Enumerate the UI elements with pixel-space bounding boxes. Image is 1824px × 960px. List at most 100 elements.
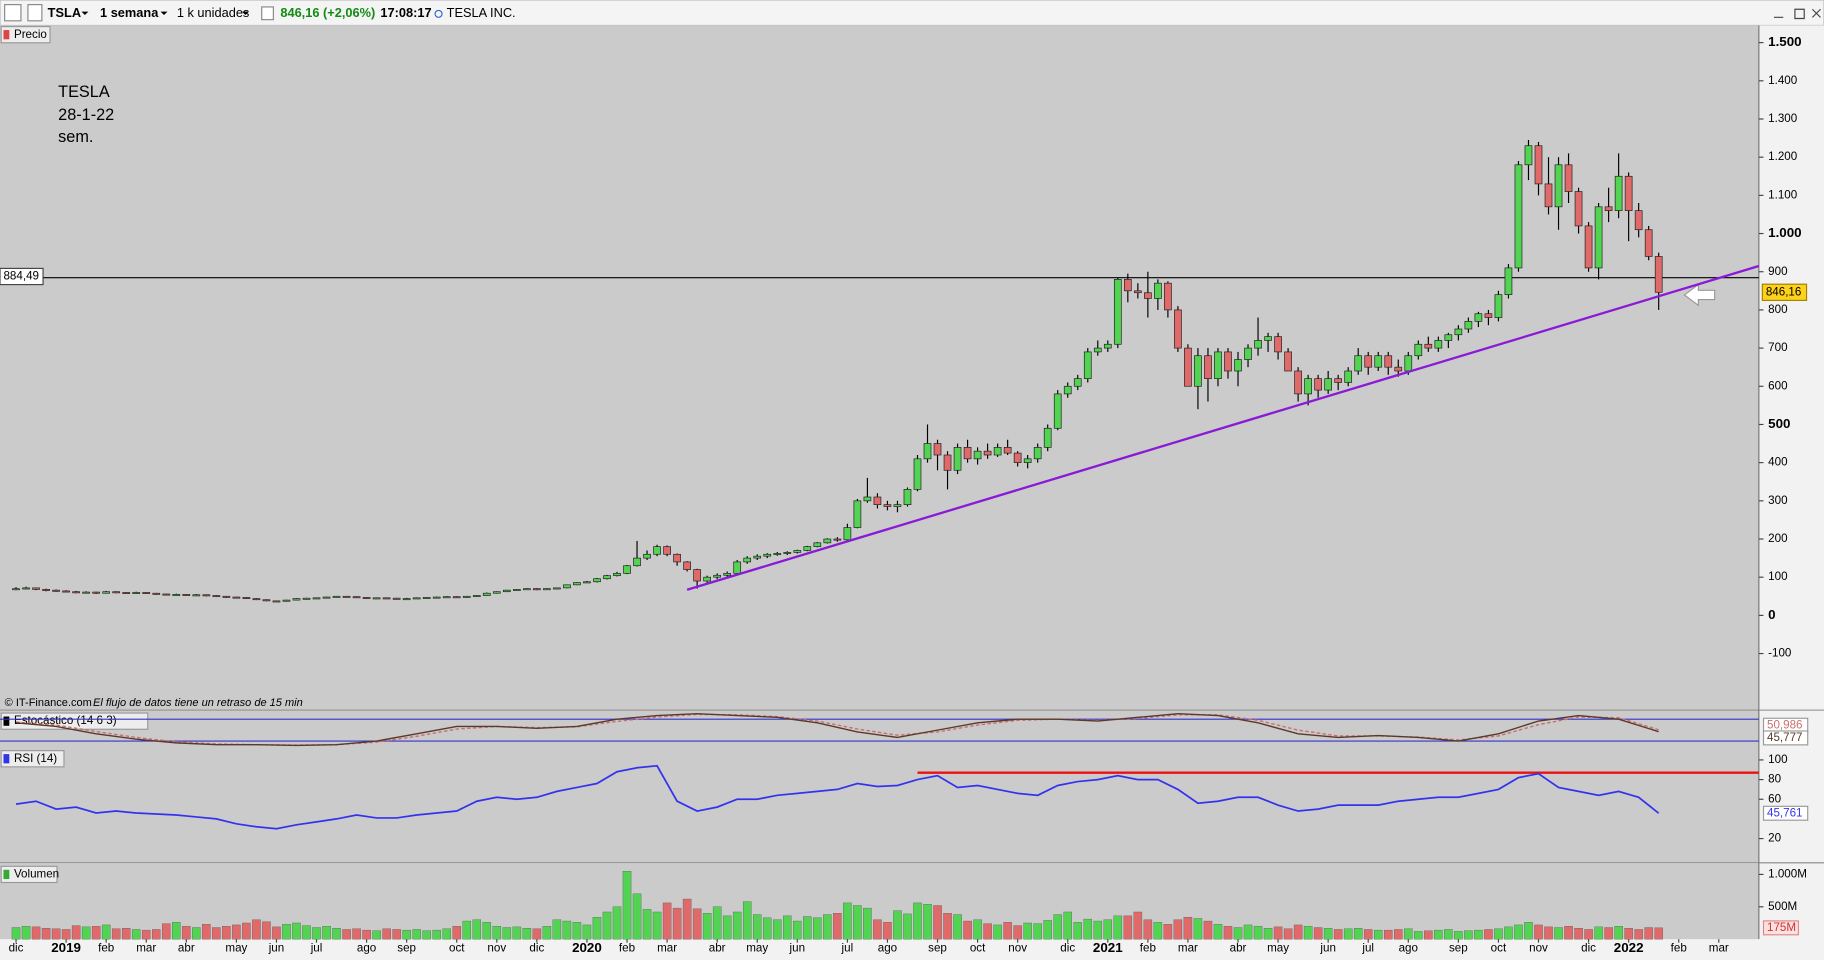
candle-body xyxy=(613,573,621,577)
volume-bar xyxy=(1253,926,1263,940)
volume-bar xyxy=(272,926,281,940)
volume-bar xyxy=(472,919,482,940)
candle-body xyxy=(152,592,161,595)
candle-body xyxy=(1204,355,1212,379)
candle-body xyxy=(603,575,611,580)
panel-icon xyxy=(3,716,10,726)
candle-body xyxy=(1013,452,1022,463)
candle-body xyxy=(863,496,872,502)
candle-body xyxy=(122,592,131,594)
candle-body xyxy=(723,573,732,576)
volume-bar xyxy=(662,902,672,940)
candle-body xyxy=(1063,385,1072,395)
dropdown[interactable] xyxy=(81,11,89,16)
candle-body xyxy=(112,591,121,594)
candle-body xyxy=(1524,145,1533,166)
candle-body xyxy=(282,599,291,602)
volume-bar xyxy=(1434,929,1443,940)
candle-body xyxy=(482,592,491,596)
volume-bar xyxy=(1123,915,1133,940)
candle-body xyxy=(513,589,521,591)
chart-icon[interactable] xyxy=(4,4,22,22)
volume-bar xyxy=(983,923,992,940)
candle-body xyxy=(82,591,90,594)
period[interactable]: 1 semana xyxy=(100,5,159,20)
volume-bar xyxy=(1454,931,1463,940)
volume-bar xyxy=(91,926,101,940)
volume-bar xyxy=(422,930,431,940)
volume-bar xyxy=(1363,929,1373,940)
volume-bar xyxy=(1293,924,1303,940)
x-tick-label: 2020 xyxy=(572,940,602,955)
volume-bar xyxy=(1404,928,1413,940)
dropdown[interactable] xyxy=(241,11,249,16)
volume-bar xyxy=(111,928,121,940)
volume-bar xyxy=(21,926,31,940)
plot-area xyxy=(0,710,1759,750)
y-tick-label: 100 xyxy=(1768,754,1787,766)
x-tick-label: ago xyxy=(357,943,376,955)
candle-body xyxy=(1344,370,1353,383)
symbol[interactable]: TSLA xyxy=(48,5,81,20)
volume-bar xyxy=(973,919,982,940)
volume-bar xyxy=(1524,922,1533,940)
candle-body xyxy=(623,565,631,574)
value-label: 175M xyxy=(1767,922,1796,934)
volume-bar xyxy=(1323,927,1333,940)
panel-label: Volumen xyxy=(0,865,59,884)
volume-bar xyxy=(1143,919,1153,940)
info-icon[interactable] xyxy=(261,6,274,21)
panel-label: Estocástico (14 6 3) xyxy=(0,712,149,730)
candle-body xyxy=(1314,378,1322,391)
candle-body xyxy=(1414,343,1423,357)
volume-bar xyxy=(61,929,71,940)
x-tick-label: 2019 xyxy=(51,940,81,955)
volume-bar xyxy=(1584,929,1593,940)
candle-body xyxy=(1284,351,1292,372)
volume-bar xyxy=(1273,926,1283,940)
volume-bar xyxy=(292,922,301,940)
candle-body xyxy=(1264,336,1272,341)
y-tick-label: 1.300 xyxy=(1768,113,1797,125)
volume-bar xyxy=(542,926,552,940)
x-tick-label: sep xyxy=(1449,943,1468,955)
volume-bar xyxy=(783,915,792,940)
candle-body xyxy=(1424,343,1433,349)
x-tick-label: mar xyxy=(657,943,677,955)
y-tick-label: -100 xyxy=(1768,648,1791,660)
candle-body xyxy=(1093,347,1102,353)
candle-body xyxy=(1384,355,1393,368)
volume-bar xyxy=(1594,926,1603,940)
compare-icon[interactable] xyxy=(27,4,43,22)
volume-bar xyxy=(1073,922,1082,940)
volume-bar xyxy=(1494,928,1503,940)
candle-body xyxy=(52,589,60,592)
volume-bar xyxy=(302,925,311,940)
y-tick-label: 80 xyxy=(1768,774,1781,786)
candle-body xyxy=(1334,378,1343,383)
candle-body xyxy=(963,447,972,460)
y-tick-label: 500M xyxy=(1768,901,1797,913)
value-label: 45,761 xyxy=(1767,807,1803,819)
volume-bar xyxy=(1283,928,1293,940)
volume-bar xyxy=(933,905,942,940)
candle-body xyxy=(272,600,281,603)
candle-body xyxy=(1184,347,1192,387)
x-tick-label: nov xyxy=(1529,943,1548,955)
candle-body xyxy=(943,454,952,471)
units[interactable]: 1 k unidades xyxy=(177,5,250,20)
volume-bar xyxy=(642,909,652,940)
candle-body xyxy=(843,527,852,541)
candle-body xyxy=(1454,328,1463,336)
x-tick-label: dic xyxy=(529,943,544,955)
volume-bar xyxy=(332,927,341,940)
window-controls[interactable] xyxy=(1773,8,1821,20)
y-tick-label: 1.000M xyxy=(1768,868,1807,880)
volume-bar xyxy=(1153,922,1163,940)
volume-bar xyxy=(843,902,852,940)
candle-body xyxy=(1464,321,1473,330)
candle-body xyxy=(1634,210,1643,231)
dropdown[interactable] xyxy=(160,11,168,16)
candle-body xyxy=(312,597,321,600)
y-tick-label: 60 xyxy=(1768,793,1781,805)
